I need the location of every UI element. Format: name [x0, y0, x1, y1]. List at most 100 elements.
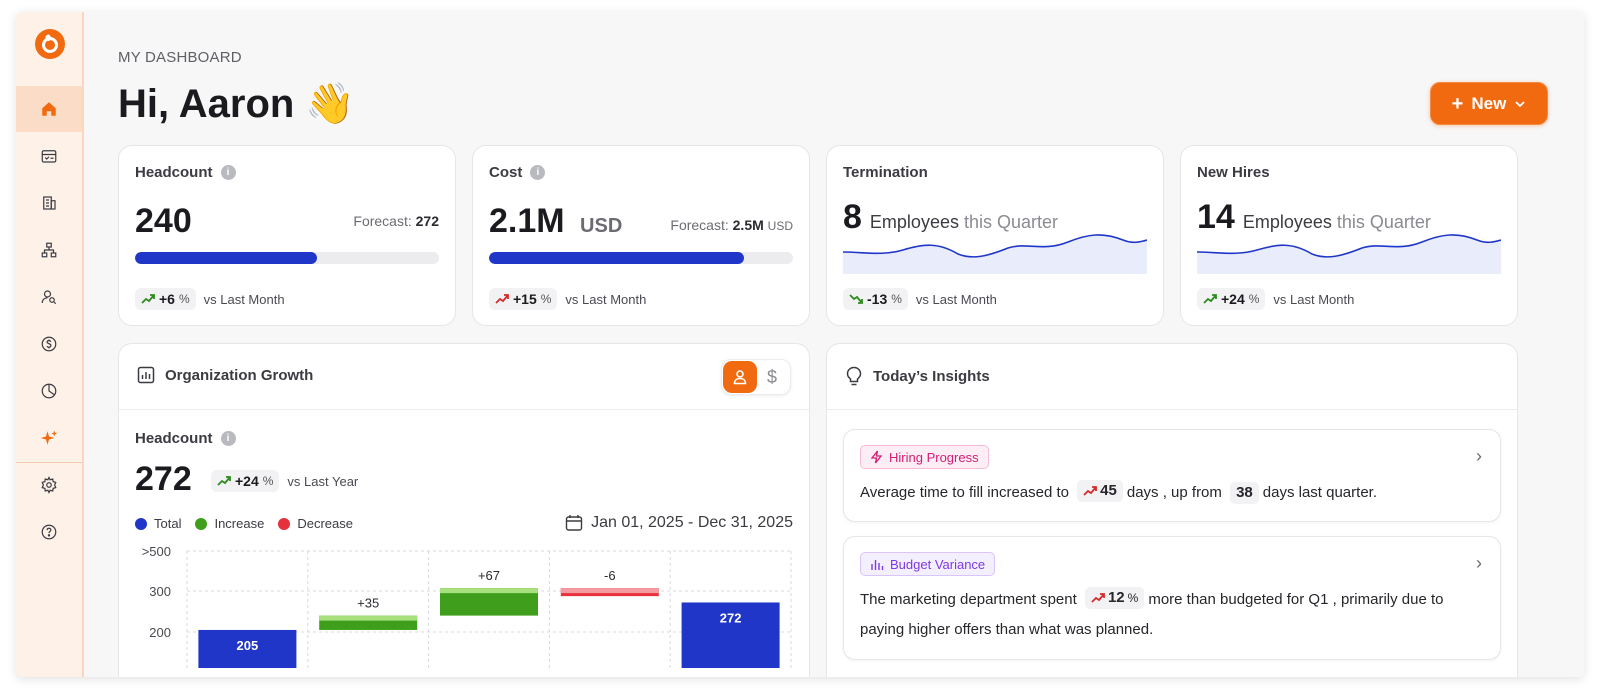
- app-logo[interactable]: [34, 28, 66, 60]
- insight-post: more than budgeted for Q1 , primarily du…: [860, 591, 1444, 638]
- insight-text: The marketing department spent 12% more …: [860, 585, 1460, 645]
- plus-icon: +: [1451, 92, 1464, 115]
- trend-up-icon: [217, 476, 231, 486]
- trend-up-icon: [141, 294, 155, 304]
- sidebar-item-company[interactable]: [16, 180, 82, 226]
- insights-panel-header: Today’s Insights: [827, 344, 1517, 410]
- info-icon[interactable]: i: [530, 165, 546, 180]
- chart-legend: Total Increase Decrease: [135, 516, 353, 531]
- legend-dot: [278, 517, 291, 530]
- cost-card[interactable]: Cost i 2.1M USD Forecast: 2.5M USD +15%: [472, 145, 810, 326]
- badge-hiring-progress: Hiring Progress: [860, 445, 989, 469]
- bar-data-label: 272: [720, 610, 742, 625]
- calendar-icon: [565, 515, 583, 531]
- bar-chart-icon: [137, 366, 155, 384]
- sidebar-item-ai[interactable]: [16, 415, 82, 461]
- legend-decrease[interactable]: Decrease: [278, 516, 353, 531]
- termination-card[interactable]: Termination 8 Employees this Quarter -13…: [826, 145, 1164, 326]
- lightning-icon: [870, 450, 883, 464]
- chart-bar: [681, 602, 780, 668]
- sidebar-item-home[interactable]: [16, 86, 82, 132]
- legend-increase[interactable]: Increase: [195, 516, 264, 531]
- insight-mid: days , up from: [1126, 484, 1222, 501]
- value-pill: 45: [1077, 480, 1123, 502]
- home-icon: [42, 102, 56, 116]
- sidebar-item-reports[interactable]: [16, 368, 82, 414]
- insight-card-hiring[interactable]: Hiring Progress › Average time to fill i…: [843, 429, 1501, 522]
- insight-card-budget[interactable]: Budget Variance › The marketing departme…: [843, 536, 1501, 660]
- main-content: MY DASHBOARD Hi, Aaron 👋 + New Headcount…: [86, 12, 1584, 677]
- delta-value: +24: [1221, 291, 1245, 307]
- delta-value: +24: [235, 473, 259, 489]
- cost-progress: [489, 252, 793, 264]
- toggle-cost[interactable]: $: [756, 361, 788, 393]
- cost-forecast: Forecast: 2.5M USD: [670, 217, 793, 233]
- forecast-label: Forecast:: [670, 217, 729, 233]
- headcount-delta: +6% vs Last Month: [135, 288, 285, 310]
- new-button[interactable]: + New: [1430, 82, 1548, 125]
- period-label: this Quarter: [1336, 212, 1431, 232]
- dollar-circle-icon: [41, 336, 57, 352]
- insight-pre: The marketing department spent: [860, 591, 1077, 608]
- forecast-value: 2.5M: [732, 217, 764, 233]
- info-icon[interactable]: i: [220, 165, 236, 180]
- delta-unit: %: [1248, 292, 1260, 306]
- termination-value-row: 8 Employees this Quarter: [843, 198, 1058, 237]
- value-pill: 12%: [1084, 587, 1145, 609]
- page-eyebrow: MY DASHBOARD: [118, 49, 242, 66]
- y-tick-label: 300: [149, 584, 171, 599]
- bar-data-label: -6: [604, 568, 616, 583]
- delta-suffix: vs Last Month: [1273, 291, 1355, 307]
- value: 12: [1107, 589, 1125, 606]
- metric-toggle[interactable]: $: [721, 359, 791, 395]
- page-title: Hi, Aaron 👋: [118, 82, 356, 126]
- cost-unit: USD: [580, 215, 623, 237]
- new-hires-title: New Hires: [1197, 164, 1270, 181]
- insights-title-row: Today’s Insights: [845, 366, 990, 386]
- cost-title-row: Cost i: [489, 164, 546, 181]
- chevron-down-icon: [1515, 100, 1525, 107]
- delta-pill: +24%: [211, 470, 280, 492]
- headcount-title: Headcount: [135, 164, 213, 181]
- growth-subtitle-row: Headcount i: [135, 430, 236, 447]
- delta-value: +15: [513, 291, 537, 307]
- legend-total[interactable]: Total: [135, 516, 181, 531]
- gear-icon: [41, 476, 57, 494]
- building-icon: [43, 196, 56, 210]
- value: 45: [1100, 482, 1117, 499]
- cost-value: 2.1M: [489, 202, 565, 240]
- sidebar-item-help[interactable]: [16, 509, 82, 555]
- badge-budget-variance: Budget Variance: [860, 552, 996, 576]
- bar-data-label: +35: [357, 596, 379, 611]
- legend-label: Total: [154, 516, 182, 531]
- y-tick-label: 200: [149, 625, 171, 640]
- new-button-label: New: [1471, 93, 1507, 113]
- new-hires-text: Employees this Quarter: [1243, 212, 1431, 233]
- person-icon: [733, 370, 747, 385]
- delta-unit: %: [178, 292, 190, 306]
- headcount-title-row: Headcount i: [135, 164, 236, 181]
- sidebar-item-org[interactable]: [16, 227, 82, 273]
- headcount-card[interactable]: Headcount i 240 Forecast: 272 +6% vs Las…: [118, 145, 456, 326]
- value-unit: %: [1127, 591, 1139, 605]
- insights-panel: Today’s Insights Hiring Progress › Avera…: [826, 343, 1518, 677]
- chevron-right-icon[interactable]: ›: [1476, 553, 1482, 573]
- info-icon[interactable]: i: [220, 431, 236, 446]
- calendar-check-icon: [41, 150, 57, 163]
- sidebar-item-recruiting[interactable]: [16, 274, 82, 320]
- chart-bar-highlight: [440, 588, 538, 594]
- sidebar-item-calendar[interactable]: [16, 133, 82, 179]
- new-hires-card[interactable]: New Hires 14 Employees this Quarter +24%…: [1180, 145, 1518, 326]
- toggle-headcount[interactable]: [723, 361, 757, 393]
- date-range-text: Jan 01, 2025 - Dec 31, 2025: [591, 514, 793, 531]
- sidebar-divider: [16, 462, 82, 463]
- chevron-right-icon[interactable]: ›: [1476, 446, 1482, 466]
- forecast-value: 272: [415, 213, 439, 229]
- date-range-picker[interactable]: Jan 01, 2025 - Dec 31, 2025: [565, 514, 793, 532]
- legend-dot: [195, 517, 208, 530]
- sidebar-item-payroll[interactable]: [16, 321, 82, 367]
- sidebar-item-settings[interactable]: [16, 462, 82, 508]
- delta-pill: +15%: [489, 288, 558, 310]
- insight-pre: Average time to fill increased to: [860, 484, 1069, 501]
- forecast-label: Forecast:: [353, 213, 412, 229]
